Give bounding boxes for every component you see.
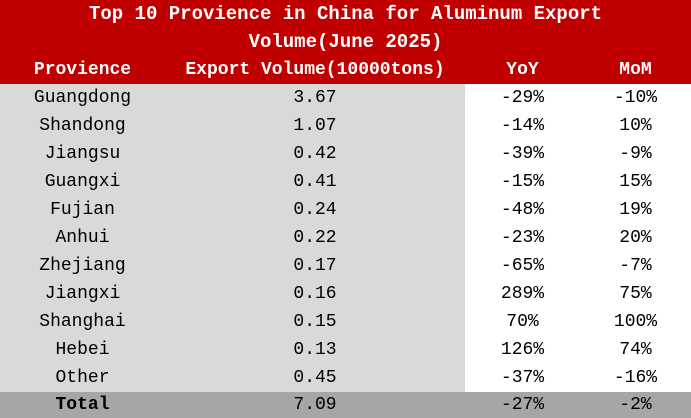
table-cell: 289%: [500, 284, 545, 304]
table-cell: 19%: [619, 200, 652, 220]
table-body: Guangdong 3.67 -29% -10% Shandong 1.07 -14% 10%…: [0, 84, 691, 418]
table-row: Shanghai 0.15 70% 100%: [0, 308, 691, 336]
total-cell: -27%: [465, 392, 580, 418]
table-cell: 100%: [613, 312, 658, 332]
table-row: Anhui 0.22 -23% 20%: [0, 224, 691, 252]
table-cell: -48%: [500, 200, 545, 220]
table-cell: 75%: [619, 284, 652, 304]
table-cell: -65%: [500, 256, 545, 276]
table-cell: 0.13: [165, 336, 465, 364]
table-row: Hebei 0.13 126% 74%: [0, 336, 691, 364]
table-row: Other 0.45 -37% -16%: [0, 364, 691, 392]
column-header: Export Volume(10000tons): [165, 56, 465, 84]
table-cell: 0.45: [165, 364, 465, 392]
table-row: Guangdong 3.67 -29% -10%: [0, 84, 691, 112]
table-cell: 1.07: [165, 112, 465, 140]
title: Top 10 Provience in China for Aluminum E…: [88, 3, 603, 53]
column-header: MoM: [580, 56, 691, 84]
column-header: YoY: [465, 56, 580, 84]
table-row: Jiangsu 0.42 -39% -9%: [0, 140, 691, 168]
table-cell: -7%: [619, 256, 652, 276]
table-cell: 126%: [500, 340, 545, 360]
total-row: Total 7.09 -27% -2%: [0, 392, 691, 418]
table-cell: -39%: [500, 144, 545, 164]
table-cell: -16%: [613, 368, 658, 388]
column-header: Provience: [0, 56, 165, 84]
table-cell: 74%: [619, 340, 652, 360]
table-cell: Other: [0, 364, 165, 392]
table-cell: 0.16: [165, 280, 465, 308]
table-cell: Jiangxi: [0, 280, 165, 308]
table-cell: 70%: [506, 312, 539, 332]
table-cell: 0.24: [165, 196, 465, 224]
table-cell: -14%: [500, 116, 545, 136]
table-cell: -23%: [500, 228, 545, 248]
table-cell: 0.15: [165, 308, 465, 336]
table-cell: Jiangsu: [0, 140, 165, 168]
table-cell: -37%: [500, 368, 545, 388]
table-cell: Shanghai: [0, 308, 165, 336]
table-cell: Hebei: [0, 336, 165, 364]
table-cell: Guangxi: [0, 168, 165, 196]
header: Top 10 Provience in China for Aluminum E…: [0, 0, 691, 56]
table-cell: -9%: [619, 144, 652, 164]
table-row: Zhejiang 0.17 -65% -7%: [0, 252, 691, 280]
table-cell: 0.42: [165, 140, 465, 168]
table-row: Jiangxi 0.16 289% 75%: [0, 280, 691, 308]
table-row: Shandong 1.07 -14% 10%: [0, 112, 691, 140]
total-cell: 7.09: [165, 392, 465, 418]
table-cell: 0.22: [165, 224, 465, 252]
table-row: Fujian 0.24 -48% 19%: [0, 196, 691, 224]
table: Provience Export Volume(10000tons) YoY MoM …: [0, 56, 691, 418]
table-cell: Shandong: [0, 112, 165, 140]
table-cell: 0.17: [165, 252, 465, 280]
table-cell: -10%: [613, 88, 658, 108]
table-cell: Anhui: [0, 224, 165, 252]
table-cell: -15%: [500, 172, 545, 192]
table-cell: -29%: [500, 88, 545, 108]
column-header-row: Provience Export Volume(10000tons) YoY MoM: [0, 56, 691, 84]
table-cell: 15%: [619, 172, 652, 192]
table-cell: 10%: [619, 116, 652, 136]
table-cell: Guangdong: [0, 84, 165, 112]
total-cell: Total: [0, 392, 165, 418]
total-cell: -2%: [580, 392, 691, 418]
table-cell: 20%: [619, 228, 652, 248]
table-cell: Zhejiang: [0, 252, 165, 280]
table-cell: 0.41: [165, 168, 465, 196]
table-cell: Fujian: [0, 196, 165, 224]
table-row: Guangxi 0.41 -15% 15%: [0, 168, 691, 196]
table-cell: 3.67: [165, 84, 465, 112]
